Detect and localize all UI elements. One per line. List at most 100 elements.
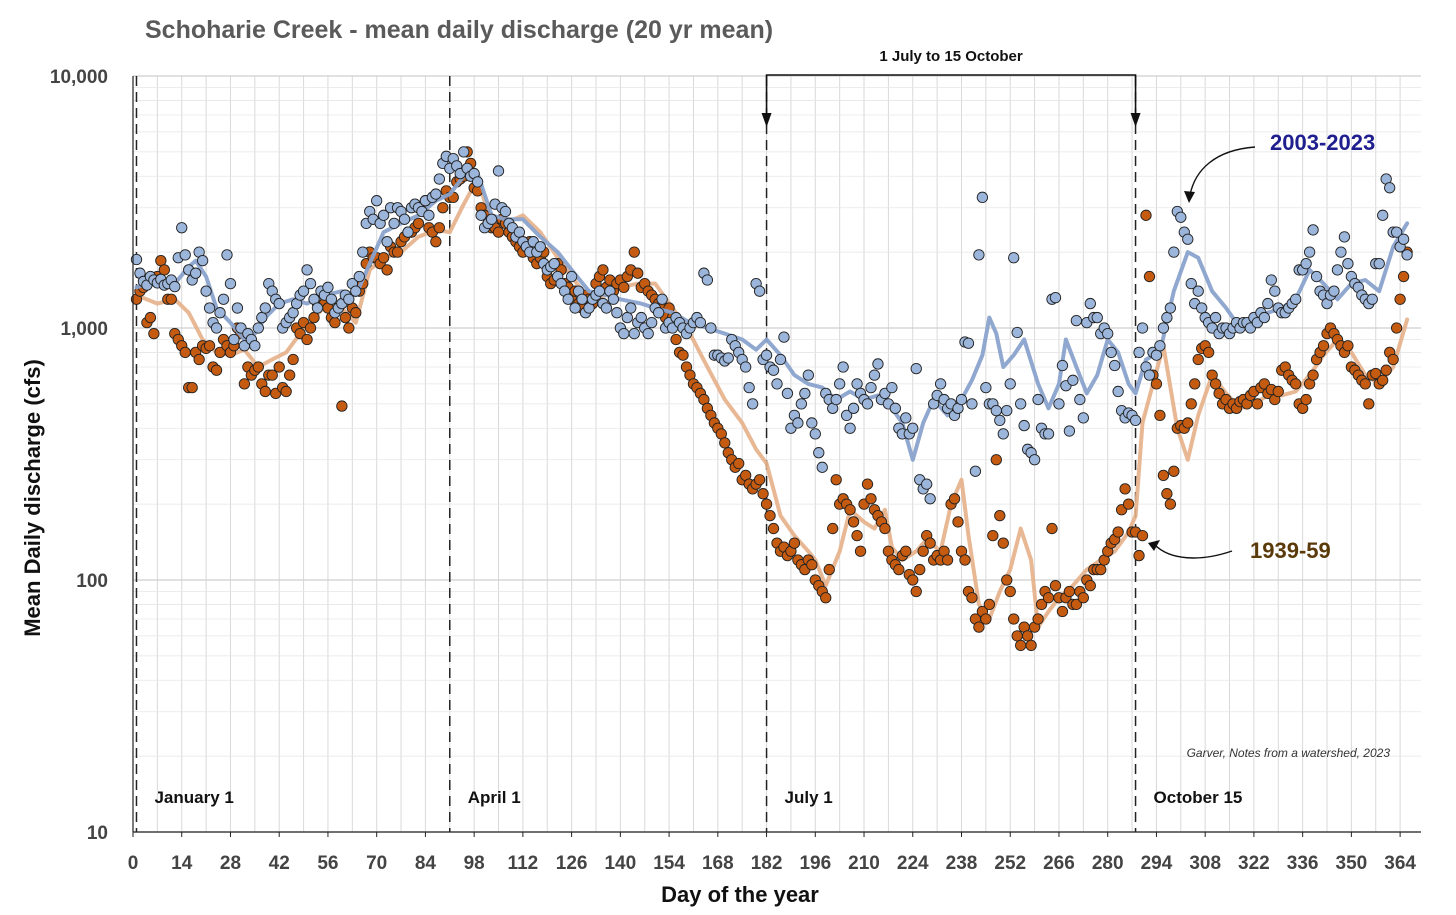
recent-point — [1168, 246, 1180, 258]
recent-point — [990, 404, 1002, 417]
x-tick-label: 364 — [1384, 853, 1416, 874]
x-tick-label: 252 — [994, 853, 1026, 874]
recent-point — [273, 297, 285, 310]
recent-point — [1129, 414, 1142, 427]
recent-point — [1290, 293, 1302, 305]
recent-point — [190, 267, 202, 279]
historic-point — [1394, 293, 1406, 305]
bracket: 1 July to 15 October — [761, 48, 1141, 127]
historic-point — [377, 252, 390, 264]
recent-point — [997, 428, 1009, 440]
historic-point — [350, 307, 362, 319]
historic-point — [412, 217, 425, 230]
historic-point — [844, 504, 856, 516]
historic-point — [1063, 585, 1076, 598]
recent-point — [1091, 311, 1103, 324]
historic-point — [1185, 398, 1197, 410]
recent-point — [652, 307, 665, 319]
recent-point — [325, 293, 338, 305]
historic-point — [733, 457, 745, 470]
historic-point — [973, 621, 985, 633]
recent-point — [1377, 209, 1389, 221]
historic-point — [987, 529, 999, 542]
x-tick-label: 28 — [220, 853, 241, 874]
historic-point — [1122, 498, 1135, 510]
historic-point — [1377, 374, 1389, 386]
recent-point — [485, 213, 498, 225]
recent-point — [576, 293, 588, 305]
historic-point — [806, 559, 818, 571]
historic-point — [1272, 385, 1284, 398]
recent-point — [1390, 226, 1403, 238]
recent-point — [1053, 398, 1065, 410]
historic-point — [980, 613, 992, 625]
historic-point — [924, 537, 936, 549]
historic-point — [823, 563, 835, 576]
recent-point — [562, 293, 574, 305]
recent-point — [840, 409, 853, 422]
historic-point — [1119, 483, 1131, 495]
historic-point — [764, 510, 776, 522]
recent-point — [868, 369, 881, 381]
recent-point — [792, 417, 804, 429]
recent-point — [176, 222, 188, 234]
recent-point — [1070, 314, 1083, 327]
recent-point — [402, 226, 414, 238]
historic-point — [433, 222, 445, 234]
recent-point — [492, 165, 505, 177]
historic-point — [847, 516, 860, 528]
recent-point — [816, 461, 828, 473]
recent-point — [966, 398, 978, 410]
x-tick-label: 140 — [604, 853, 636, 874]
recent-point — [1331, 264, 1344, 276]
historic-point — [767, 522, 780, 535]
historic-point — [900, 545, 912, 557]
recent-point — [722, 352, 734, 364]
recent-point — [203, 302, 216, 314]
historic-point — [1189, 378, 1201, 390]
historic-point — [165, 293, 177, 305]
recent-point — [1150, 349, 1163, 361]
historic-point — [1251, 398, 1264, 410]
recent-point — [1011, 326, 1023, 339]
x-tick-label: 56 — [317, 853, 338, 874]
historic-point — [757, 488, 769, 500]
recent-point — [249, 340, 261, 352]
historic-point — [628, 246, 640, 258]
historic-point — [144, 311, 157, 324]
x-tick-label: 84 — [415, 853, 437, 874]
historic-point — [820, 592, 832, 604]
historic-point — [301, 333, 313, 346]
historic-point — [760, 498, 773, 510]
recent-point — [1109, 359, 1121, 372]
recent-point — [1018, 419, 1030, 432]
recent-point — [1300, 258, 1312, 270]
recent-point — [847, 402, 860, 414]
recent-point — [809, 428, 821, 440]
x-tick-label: 182 — [751, 853, 783, 874]
historic-point — [1143, 270, 1156, 283]
recent-point — [900, 412, 912, 424]
recent-point — [388, 217, 400, 230]
recent-point — [1303, 246, 1316, 258]
recent-point — [252, 322, 264, 334]
historic-point — [1133, 549, 1145, 562]
historic-point — [907, 574, 919, 586]
historic-point — [193, 353, 205, 366]
x-tick-label: 336 — [1287, 853, 1319, 874]
historic-point — [1025, 639, 1037, 652]
historic-point — [1046, 522, 1058, 535]
recent-point — [1015, 398, 1027, 410]
recent-point — [1310, 270, 1323, 283]
series-label-historic: 1939-59 — [1250, 538, 1331, 563]
historic-point — [339, 311, 351, 324]
historic-point — [854, 545, 867, 557]
recent-point — [217, 293, 230, 305]
x-tick-label: 112 — [508, 853, 539, 874]
recent-point — [795, 398, 808, 410]
historic-point — [994, 510, 1006, 522]
recent-point — [1342, 258, 1354, 270]
recent-point — [1265, 274, 1277, 286]
historic-point — [343, 322, 355, 334]
recent-point — [1067, 374, 1079, 386]
